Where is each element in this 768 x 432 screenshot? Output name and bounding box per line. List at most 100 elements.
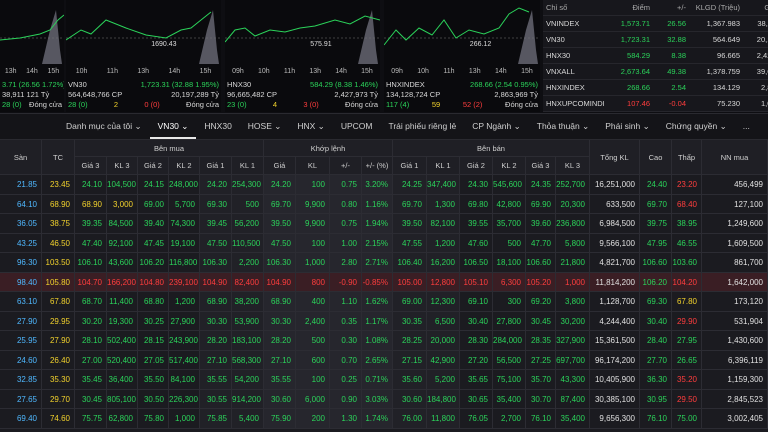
axis-label: 14h	[494, 68, 507, 75]
board-cell: 6,396,119	[702, 350, 768, 370]
tab[interactable]: UPCOM	[340, 121, 373, 131]
board-cell: 35.55	[200, 370, 232, 390]
board-cell: 4,244,400	[590, 311, 640, 331]
axis-label: 09h	[232, 68, 244, 75]
board-cell: 100	[296, 233, 330, 253]
breadth-line: 117 (4) 59 52 (2) Đóng cửa	[386, 100, 538, 109]
board-cell: 47.50	[200, 233, 232, 253]
board-cell: 27.95	[672, 331, 702, 351]
index-cell: 1,367.983	[689, 15, 743, 32]
index-name: HNX30	[227, 80, 252, 89]
board-cell: 106.40	[393, 253, 427, 273]
board-cell: 39.60	[526, 214, 556, 234]
breadth-line: 28 (0) 2 0 (0) Đóng cửa	[68, 100, 219, 109]
board-cell: 502,400	[107, 331, 138, 351]
board-cell: 30.50	[138, 389, 169, 409]
tab[interactable]: HNX30	[204, 121, 232, 131]
axis-label: 14h	[335, 68, 347, 75]
axis-label: 15h	[521, 68, 533, 75]
column-header: KL 1	[232, 157, 264, 175]
board-cell: 2.80	[330, 253, 362, 273]
board-cell: 98.40	[0, 272, 42, 292]
board-cell: 1.74%	[362, 409, 393, 429]
board-cell: 1.08%	[362, 331, 393, 351]
board-cell: 800	[296, 272, 330, 292]
board-cell: 47.55	[393, 233, 427, 253]
board-cell: 9,900	[296, 214, 330, 234]
board-cell: 30.60	[393, 389, 427, 409]
board-cell: 104.70	[75, 272, 107, 292]
board-cell: 239,100	[169, 272, 200, 292]
index-cell: VN30	[543, 31, 607, 48]
column-header: Giá 2	[460, 157, 493, 175]
board-cell: 3.03%	[362, 389, 393, 409]
board-cell: 30.55	[200, 389, 232, 409]
board-cell: 1,609,500	[702, 233, 768, 253]
advances: 28 (0)	[2, 100, 22, 109]
tab[interactable]: Danh mục của tôi ⌄	[66, 121, 142, 131]
volume-area	[42, 10, 62, 64]
axis-label: 09h	[391, 68, 403, 75]
tab[interactable]: HOSE ⌄	[247, 121, 282, 131]
board-cell: 84,500	[107, 214, 138, 234]
board-cell: 35,400	[493, 389, 526, 409]
board-cell: 173,120	[702, 292, 768, 312]
tab[interactable]: CP Ngành ⌄	[472, 121, 521, 131]
board-cell: 42,900	[427, 350, 460, 370]
board-cell: 27.05	[138, 350, 169, 370]
board-cell: 2,700	[493, 409, 526, 429]
axis-label: 15h	[47, 68, 60, 75]
index-cell: 38,911.1	[743, 15, 768, 32]
index-cell: 2.54	[653, 79, 689, 96]
index-cell: VNXALL	[543, 63, 607, 80]
board-cell: 39.50	[393, 214, 427, 234]
price-line	[0, 14, 64, 41]
value: 2,427,973 Tỷ	[334, 90, 378, 99]
board-cell: 69.90	[526, 194, 556, 214]
chart-marker: 575.91	[310, 41, 332, 48]
axis-label: 15h	[361, 68, 373, 75]
axis-label: 15h	[199, 68, 212, 75]
board-cell: 15,361,500	[590, 331, 640, 351]
board-cell: 38.75	[42, 214, 75, 234]
board-cell: 96,174,200	[590, 350, 640, 370]
board-cell: -0.90	[330, 272, 362, 292]
board-cell: 35,400	[556, 409, 590, 429]
board-cell: 43.25	[0, 233, 42, 253]
index-change: 1,723.31 (32.88 1.95%)	[140, 80, 219, 89]
tab[interactable]: Thỏa thuận ⌄	[536, 121, 590, 131]
board-cell: 69.30	[640, 292, 672, 312]
axis-label: 14h	[26, 68, 38, 75]
tab[interactable]: HNX ⌄	[297, 121, 325, 131]
board-cell: 400	[296, 292, 330, 312]
board-cell: 1,642,000	[702, 272, 768, 292]
board-cell: 184,800	[427, 389, 460, 409]
tab[interactable]: VN30 ⌄	[149, 114, 197, 139]
board-cell: 23.20	[672, 175, 702, 195]
board-cell: 64.10	[0, 194, 42, 214]
group-header: Bên mua	[75, 140, 264, 157]
board-cell: 2.65%	[362, 350, 393, 370]
board-cell: 69.00	[393, 292, 427, 312]
board-cell: 67.80	[42, 292, 75, 312]
axis-label: 13h	[137, 68, 150, 75]
index-line: HNX30 584.29 (8.38 1.46%)	[227, 80, 378, 89]
board-cell: 106.60	[640, 253, 672, 273]
board-cell: 68.90	[75, 194, 107, 214]
tab[interactable]: Phái sinh ⌄	[605, 121, 650, 131]
board-cell: 75.85	[200, 409, 232, 429]
board-cell: 9,566,100	[590, 233, 640, 253]
tab[interactable]: Trái phiếu riêng lẻ	[388, 121, 457, 131]
index-cell: -0.04	[653, 95, 689, 112]
tab[interactable]: ...	[742, 121, 750, 131]
tab[interactable]: Chứng quyền ⌄	[665, 121, 727, 131]
board-cell: 1,000	[556, 272, 590, 292]
board-cell: 517,400	[169, 350, 200, 370]
board-cell: 24.25	[393, 175, 427, 195]
board-cell: 1.17%	[362, 311, 393, 331]
board-cell: 11,400	[107, 292, 138, 312]
board-cell: 30.45	[75, 389, 107, 409]
